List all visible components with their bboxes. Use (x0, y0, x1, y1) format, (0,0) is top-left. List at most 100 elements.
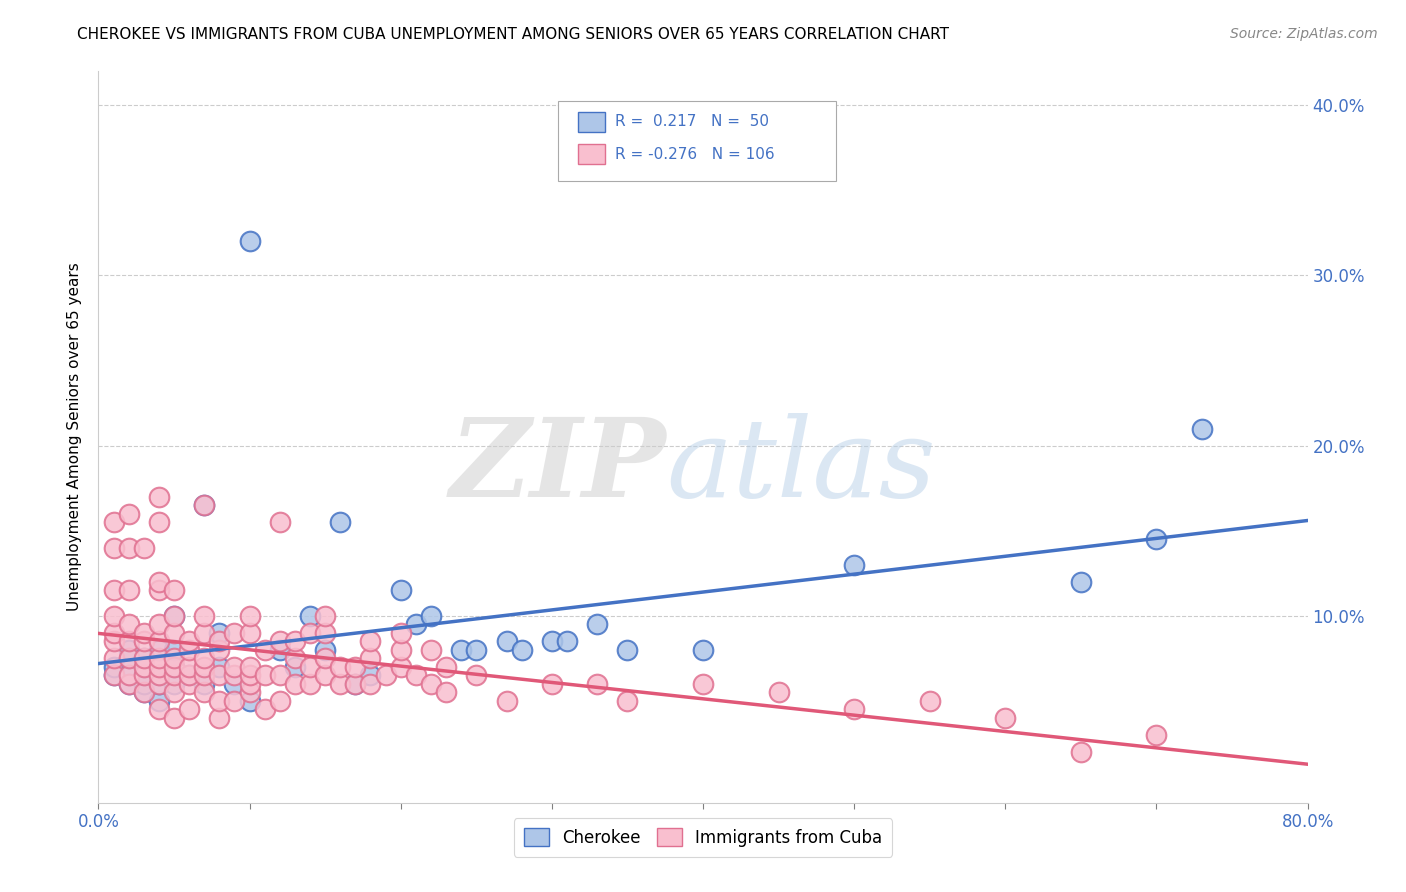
Point (389, 659, 412, 673)
Point (918, 694, 941, 708)
Point (163, 711, 186, 725)
Point (239, 659, 262, 673)
Point (132, 677, 155, 691)
Point (299, 677, 322, 691)
Point (193, 659, 215, 673)
Point (299, 659, 322, 673)
Point (163, 642, 186, 657)
Point (344, 677, 367, 691)
Point (314, 608, 336, 623)
Point (314, 651, 336, 665)
Point (389, 625, 412, 640)
Point (253, 668, 276, 682)
Point (239, 677, 262, 691)
Point (148, 634, 170, 648)
Point (269, 668, 291, 682)
Point (118, 642, 141, 657)
Point (434, 659, 457, 673)
Point (193, 498, 215, 512)
Point (329, 659, 352, 673)
Point (374, 668, 396, 682)
Point (179, 659, 201, 673)
Point (208, 668, 231, 682)
Point (586, 677, 609, 691)
Point (148, 583, 170, 598)
Point (616, 694, 638, 708)
Point (148, 702, 170, 716)
Point (239, 668, 262, 682)
Point (118, 541, 141, 555)
Point (179, 702, 201, 716)
Point (103, 583, 125, 598)
FancyBboxPatch shape (558, 101, 837, 181)
Point (163, 625, 186, 640)
Point (269, 694, 291, 708)
Point (239, 235, 262, 249)
Point (163, 685, 186, 699)
Point (163, 659, 186, 673)
Point (224, 677, 246, 691)
Point (208, 634, 231, 648)
Point (360, 634, 382, 648)
Point (269, 515, 291, 529)
Point (118, 668, 141, 682)
Point (208, 659, 231, 673)
Point (103, 668, 125, 682)
Point (239, 694, 262, 708)
Point (239, 685, 262, 699)
Point (103, 541, 125, 555)
Point (1070, 574, 1092, 589)
Point (193, 685, 215, 699)
Point (208, 694, 231, 708)
Y-axis label: Unemployment Among Seniors over 65 years: Unemployment Among Seniors over 65 years (67, 263, 83, 611)
Point (389, 583, 412, 598)
Point (118, 677, 141, 691)
Point (148, 574, 170, 589)
Point (103, 651, 125, 665)
Point (179, 677, 201, 691)
Point (163, 677, 186, 691)
Point (844, 558, 866, 572)
Point (420, 608, 443, 623)
Point (179, 634, 201, 648)
Legend: Cherokee, Immigrants from Cuba: Cherokee, Immigrants from Cuba (513, 819, 893, 856)
Point (284, 651, 307, 665)
Point (1144, 728, 1167, 742)
Point (616, 642, 638, 657)
Point (239, 608, 262, 623)
Point (148, 515, 170, 529)
Point (118, 651, 141, 665)
Point (148, 694, 170, 708)
Point (844, 702, 866, 716)
Point (163, 659, 186, 673)
Point (132, 668, 155, 682)
Point (132, 651, 155, 665)
Point (555, 634, 578, 648)
Point (148, 668, 170, 682)
Point (132, 634, 155, 648)
Point (163, 651, 186, 665)
Point (360, 677, 382, 691)
Point (132, 685, 155, 699)
Point (193, 625, 215, 640)
Point (179, 642, 201, 657)
Text: R = -0.276   N = 106: R = -0.276 N = 106 (614, 146, 775, 161)
Bar (578, 112, 605, 132)
Point (163, 608, 186, 623)
Point (148, 668, 170, 682)
Point (103, 634, 125, 648)
Point (103, 515, 125, 529)
Point (148, 659, 170, 673)
Point (284, 677, 307, 691)
Point (193, 608, 215, 623)
Point (208, 711, 231, 725)
Point (420, 677, 443, 691)
Point (103, 625, 125, 640)
Point (405, 668, 427, 682)
Point (269, 634, 291, 648)
Point (118, 583, 141, 598)
Point (148, 490, 170, 504)
Point (148, 642, 170, 657)
Point (132, 625, 155, 640)
Point (465, 668, 488, 682)
